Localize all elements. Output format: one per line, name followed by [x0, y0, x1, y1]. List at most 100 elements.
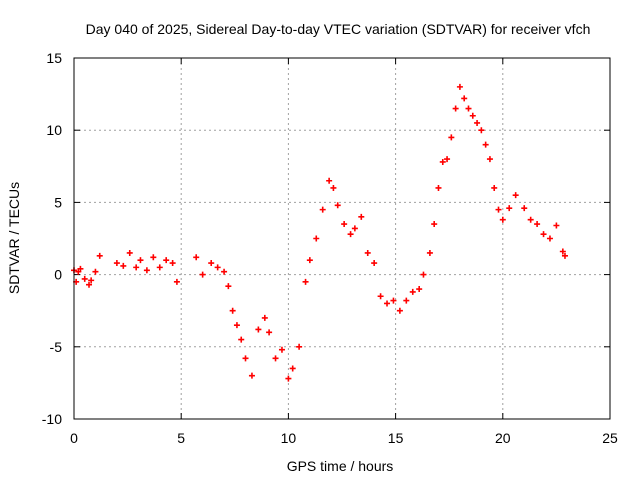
x-tick-label: 25	[602, 430, 618, 446]
y-tick-label: 15	[46, 50, 62, 66]
data-point	[334, 202, 341, 209]
data-point	[229, 307, 236, 314]
data-point	[546, 235, 553, 242]
y-tick-label: -5	[50, 339, 63, 355]
x-tick-label: 20	[495, 430, 511, 446]
data-point	[81, 275, 88, 282]
grid-lines	[74, 58, 610, 419]
data-point	[540, 231, 547, 238]
data-point	[163, 257, 170, 264]
data-point	[474, 119, 481, 126]
data-point	[126, 249, 133, 256]
data-point	[435, 184, 442, 191]
plot-frame	[73, 57, 611, 420]
data-point	[313, 235, 320, 242]
data-point	[351, 225, 358, 232]
chart-title: Day 040 of 2025, Sidereal Day-to-day VTE…	[86, 21, 591, 37]
data-point	[495, 206, 502, 213]
data-point	[289, 365, 296, 372]
data-point	[261, 314, 268, 321]
data-point	[96, 252, 103, 259]
data-point	[347, 231, 354, 238]
data-point	[384, 300, 391, 307]
data-point	[266, 329, 273, 336]
data-point	[377, 293, 384, 300]
data-point	[248, 372, 255, 379]
data-point	[86, 281, 93, 288]
axis-ticks: 0 5 10 15 20 25 -10 -5 0 5 10 15	[42, 50, 618, 446]
data-point	[113, 260, 120, 267]
data-point	[255, 326, 262, 333]
data-point	[278, 346, 285, 353]
data-point	[173, 278, 180, 285]
data-point	[448, 134, 455, 141]
x-tick-label: 0	[70, 430, 78, 446]
data-point	[491, 184, 498, 191]
data-point	[482, 141, 489, 148]
data-point	[221, 268, 228, 275]
data-point	[225, 283, 232, 290]
data-point	[120, 262, 127, 269]
data-point	[302, 278, 309, 285]
x-axis-label: GPS time / hours	[287, 458, 394, 474]
y-tick-label: 0	[54, 267, 62, 283]
data-point	[364, 249, 371, 256]
data-point	[193, 254, 200, 261]
data-point	[461, 95, 468, 102]
data-point	[469, 112, 476, 119]
data-point	[416, 286, 423, 293]
data-point	[444, 156, 451, 163]
data-point	[214, 264, 221, 271]
data-point	[199, 271, 206, 278]
x-tick-label: 15	[388, 430, 404, 446]
data-point	[77, 265, 84, 272]
x-tick-label: 10	[281, 430, 297, 446]
data-point	[486, 156, 493, 163]
data-point	[456, 83, 463, 90]
y-axis-label: SDTVAR / TECUs	[6, 182, 22, 294]
data-point	[452, 105, 459, 112]
data-point	[396, 307, 403, 314]
data-point	[499, 216, 506, 223]
data-point	[330, 184, 337, 191]
data-point	[358, 213, 365, 220]
data-point	[426, 249, 433, 256]
data-point	[371, 260, 378, 267]
data-point	[326, 177, 333, 184]
y-tick-label: -10	[42, 411, 62, 427]
data-point	[233, 322, 240, 329]
data-point	[409, 288, 416, 295]
data-point	[306, 257, 313, 264]
data-point	[403, 297, 410, 304]
data-point	[553, 222, 560, 229]
data-point	[88, 277, 95, 284]
data-point	[137, 257, 144, 264]
data-point	[208, 260, 215, 267]
data-point	[420, 271, 427, 278]
data-point	[169, 260, 176, 267]
data-point	[521, 205, 528, 212]
data-point	[527, 216, 534, 223]
x-tick-label: 5	[177, 430, 185, 446]
data-point	[506, 205, 513, 212]
data-point	[150, 254, 157, 261]
y-tick-label: 10	[46, 122, 62, 138]
data-point	[285, 375, 292, 382]
data-point	[319, 206, 326, 213]
data-point	[242, 355, 249, 362]
data-point	[534, 221, 541, 228]
data-point	[156, 264, 163, 271]
data-point	[341, 221, 348, 228]
data-point	[431, 221, 438, 228]
data-point	[439, 158, 446, 165]
data-point	[133, 264, 140, 271]
y-tick-label: 5	[54, 194, 62, 210]
data-point	[238, 336, 245, 343]
data-point	[561, 252, 568, 259]
data-point	[559, 248, 566, 255]
data-point	[390, 297, 397, 304]
data-point	[92, 268, 99, 275]
data-point	[296, 343, 303, 350]
data-point	[512, 192, 519, 199]
